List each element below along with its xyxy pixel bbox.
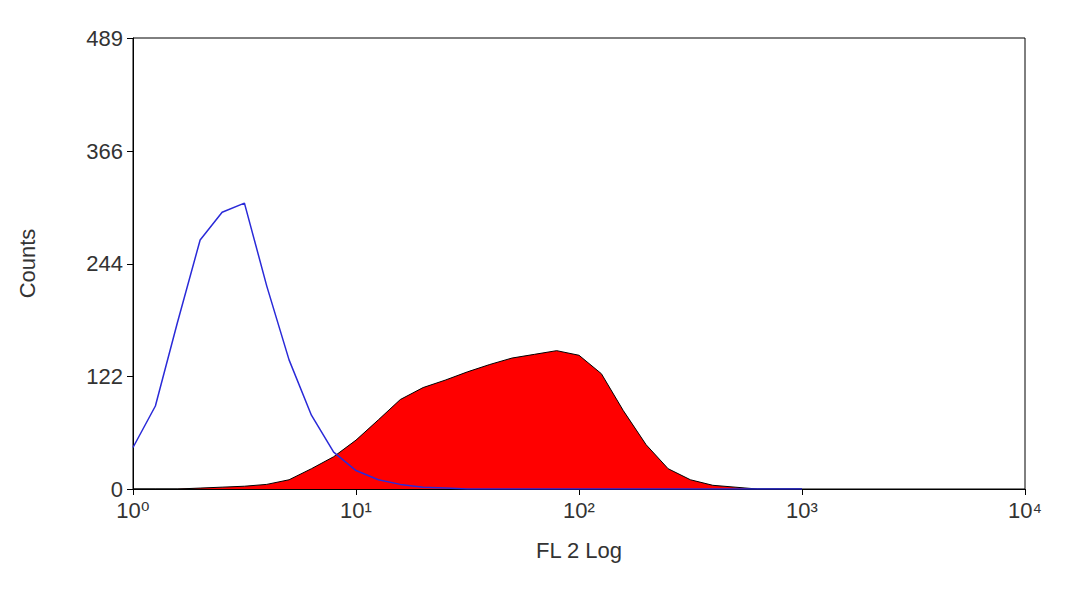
svg-text:122: 122 xyxy=(86,364,123,389)
svg-text:FL 2 Log: FL 2 Log xyxy=(536,538,622,563)
svg-text:10⁰: 10⁰ xyxy=(116,498,149,523)
svg-text:366: 366 xyxy=(86,139,123,164)
svg-text:0: 0 xyxy=(110,476,123,502)
svg-text:10¹: 10¹ xyxy=(340,498,372,523)
svg-text:10³: 10³ xyxy=(786,498,818,523)
svg-text:244: 244 xyxy=(86,251,123,276)
svg-text:10²: 10² xyxy=(563,498,595,523)
svg-text:10⁴: 10⁴ xyxy=(1008,498,1042,523)
svg-text:Counts: Counts xyxy=(15,229,40,299)
svg-text:489: 489 xyxy=(86,26,123,51)
